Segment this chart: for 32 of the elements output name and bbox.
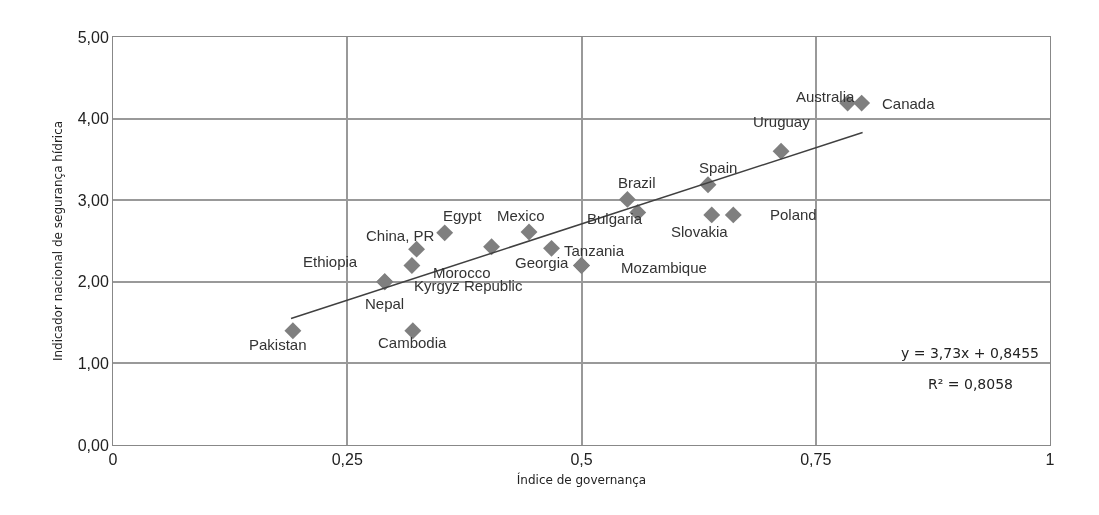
x-axis-title: Índice de governança — [516, 472, 647, 488]
y-tick-label: 0,00 — [77, 436, 109, 454]
annotation: Bulgaria — [587, 210, 643, 227]
x-tick-label: 0,5 — [570, 451, 593, 469]
annotation: Pakistan — [249, 336, 307, 353]
y-tick-label: 4,00 — [77, 110, 109, 128]
annotation: Uruguay — [753, 113, 811, 130]
x-tick-label: 0,25 — [331, 451, 363, 469]
annotation: Poland — [770, 206, 817, 223]
annotation: Spain — [699, 159, 738, 176]
x-tick-label: 0 — [108, 451, 118, 469]
annotation: Tanzania — [564, 242, 625, 259]
y-axis-title: Indicador nacional de segurança hídrica — [50, 120, 65, 362]
annotation: Mexico — [497, 207, 545, 224]
annotation: R² = 0,8058 — [928, 376, 1013, 392]
annotation: China, PR — [366, 227, 435, 244]
y-tick-label: 5,00 — [77, 28, 109, 46]
annotation: Australia — [796, 88, 856, 105]
annotation: Ethiopia — [303, 253, 358, 270]
y-tick-label: 1,00 — [77, 355, 109, 372]
x-tick-label: 1 — [1045, 451, 1055, 469]
annotation: Slovakia — [671, 223, 729, 240]
annotation: Canada — [882, 95, 936, 112]
annotation: y = 3,73x + 0,8455 — [901, 345, 1039, 361]
x-tick-label: 0,75 — [800, 451, 832, 469]
annotation: Egypt — [443, 207, 483, 224]
y-tick-label: 3,00 — [77, 191, 109, 209]
annotation: Cambodia — [378, 334, 448, 351]
annotation: Brazil — [618, 174, 656, 191]
annotation: Nepal — [365, 295, 405, 312]
annotation: Mozambique — [621, 259, 707, 276]
y-tick-label: 2,00 — [77, 273, 109, 291]
